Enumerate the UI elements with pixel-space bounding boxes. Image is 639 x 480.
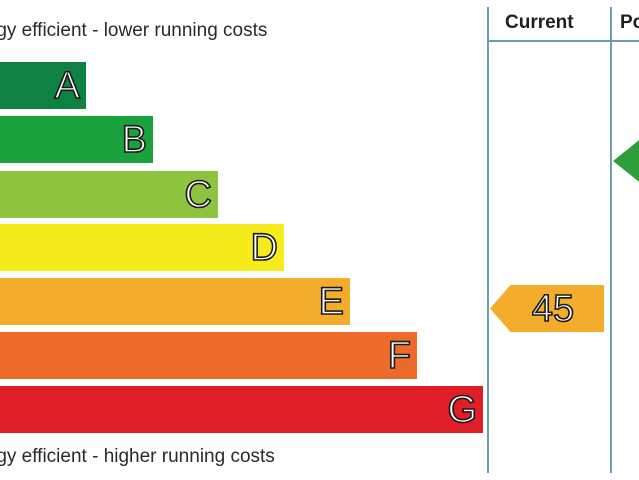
current-rating-value: 45	[531, 287, 575, 330]
band-letter: E	[318, 280, 345, 323]
band-letter: D	[250, 226, 279, 269]
current-column-header: Current	[505, 12, 574, 33]
bottom-caption: rgy efficient - higher running costs	[0, 446, 275, 467]
header-rule	[487, 40, 639, 42]
band-a: A	[0, 62, 86, 109]
band-g: G	[0, 386, 483, 433]
divider-left	[487, 7, 489, 473]
band-b: B	[0, 116, 153, 163]
current-rating-arrow: 45	[490, 285, 604, 332]
top-caption: rgy efficient - lower running costs	[0, 20, 268, 41]
band-letter: A	[54, 64, 81, 107]
band-letter: B	[121, 118, 148, 161]
potential-column-header: Po	[620, 12, 639, 33]
band-d: D	[0, 224, 284, 271]
band-letter: C	[184, 173, 213, 216]
band-f: F	[0, 332, 417, 379]
band-c: C	[0, 171, 218, 218]
band-letter: G	[447, 388, 478, 431]
band-e: E	[0, 278, 350, 325]
divider-right	[610, 7, 612, 473]
band-letter: F	[387, 334, 412, 377]
potential-rating-arrow	[613, 137, 639, 185]
